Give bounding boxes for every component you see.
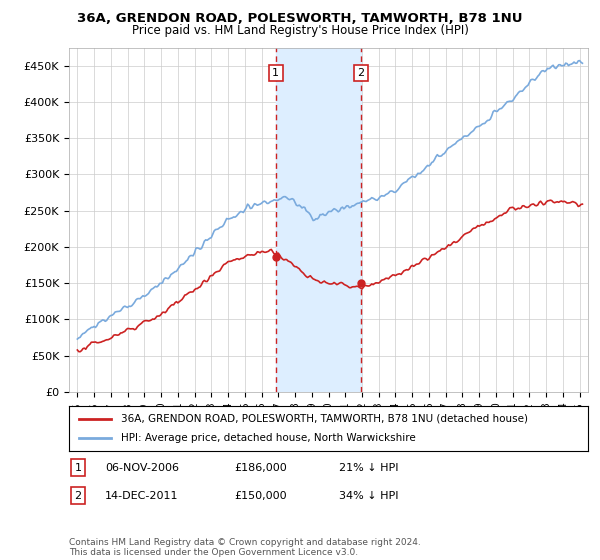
Text: 36A, GRENDON ROAD, POLESWORTH, TAMWORTH, B78 1NU (detached house): 36A, GRENDON ROAD, POLESWORTH, TAMWORTH,… bbox=[121, 413, 528, 423]
Text: 14-DEC-2011: 14-DEC-2011 bbox=[105, 491, 179, 501]
Text: Price paid vs. HM Land Registry's House Price Index (HPI): Price paid vs. HM Land Registry's House … bbox=[131, 24, 469, 36]
Text: 2: 2 bbox=[358, 68, 365, 78]
Text: 36A, GRENDON ROAD, POLESWORTH, TAMWORTH, B78 1NU: 36A, GRENDON ROAD, POLESWORTH, TAMWORTH,… bbox=[77, 12, 523, 25]
Text: Contains HM Land Registry data © Crown copyright and database right 2024.
This d: Contains HM Land Registry data © Crown c… bbox=[69, 538, 421, 557]
Text: 1: 1 bbox=[74, 463, 82, 473]
Text: £186,000: £186,000 bbox=[234, 463, 287, 473]
Bar bbox=[276, 48, 361, 392]
Text: 2: 2 bbox=[74, 491, 82, 501]
Text: 1: 1 bbox=[272, 68, 279, 78]
Text: 06-NOV-2006: 06-NOV-2006 bbox=[105, 463, 179, 473]
Text: 21% ↓ HPI: 21% ↓ HPI bbox=[339, 463, 398, 473]
Text: 34% ↓ HPI: 34% ↓ HPI bbox=[339, 491, 398, 501]
Text: £150,000: £150,000 bbox=[234, 491, 287, 501]
Text: HPI: Average price, detached house, North Warwickshire: HPI: Average price, detached house, Nort… bbox=[121, 433, 416, 444]
